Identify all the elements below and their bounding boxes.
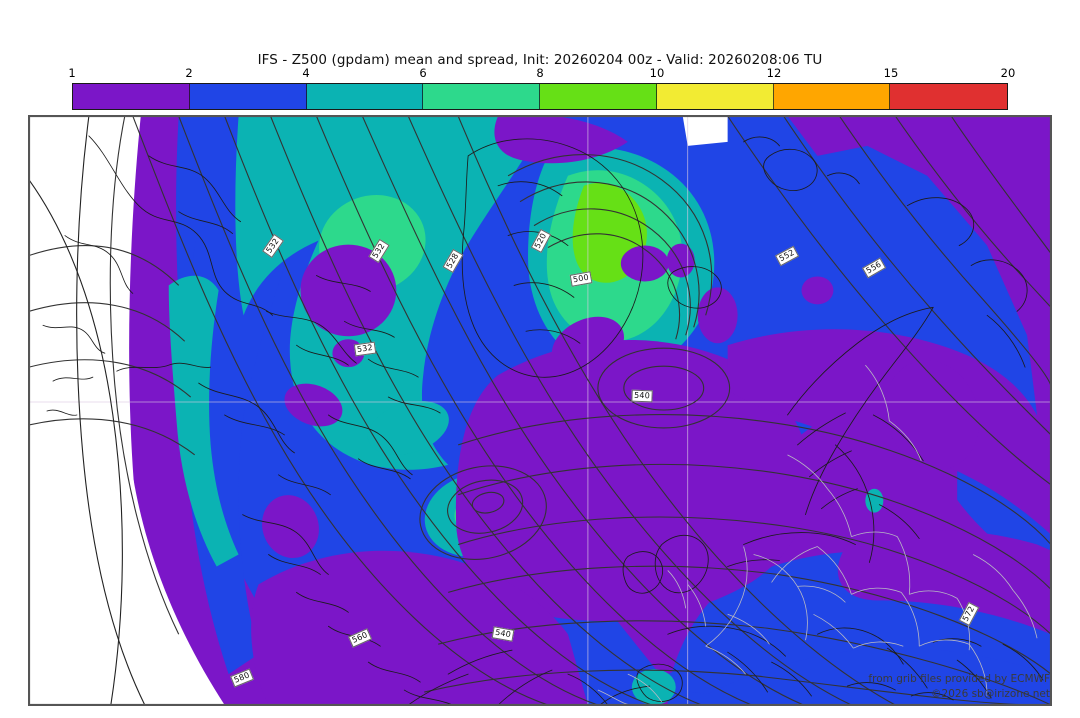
colorbar-band-4-6 xyxy=(306,84,424,109)
colorbar-band-10-12 xyxy=(656,84,774,109)
colorbar-tick-10: 10 xyxy=(649,66,665,80)
colorbar-tick-8: 8 xyxy=(536,66,544,80)
colorbar-gradient xyxy=(72,83,1008,110)
colorbar-band-8-10 xyxy=(540,84,657,109)
spread-pocket-k xyxy=(885,360,980,470)
spread-band-4-6d xyxy=(367,400,449,455)
colorbar-band-12-15 xyxy=(773,84,891,109)
weather-map-svg xyxy=(29,116,1051,705)
colorbar-band-6-8 xyxy=(423,84,540,109)
spread-pocket-h xyxy=(697,287,738,344)
colorbar-tick-20: 20 xyxy=(1000,66,1016,80)
colorbar-tick-1: 1 xyxy=(68,66,76,80)
spread-pocket-f xyxy=(620,245,669,282)
colorbar-legend: 1 2 4 6 8 10 12 15 20 xyxy=(68,66,1015,112)
contour-lines-layer xyxy=(29,116,1051,705)
spread-low-pockets xyxy=(251,116,1051,705)
spread-pocket-b xyxy=(300,244,397,337)
credit-source: from grib files provided by ECMWF xyxy=(868,673,1050,685)
graticule-layer xyxy=(29,116,1051,705)
spread-pocket-a xyxy=(494,116,628,164)
spread-pocket-balkans xyxy=(837,530,1051,635)
spread-pocket-c xyxy=(284,383,343,427)
spread-pocket-europe2 xyxy=(727,329,1051,535)
colorbar-tick-6: 6 xyxy=(419,66,427,80)
contour-label-540-8: 540 xyxy=(631,389,653,403)
spread-pocket-i xyxy=(801,276,834,305)
page-title: IFS - Z500 (gpdam) mean and spread, Init… xyxy=(257,52,823,68)
border-layer xyxy=(597,364,1038,705)
colorbar-tick-4: 4 xyxy=(302,66,310,80)
colorbar-tick-15: 15 xyxy=(883,66,899,80)
colorbar-tick-labels: 1 2 4 6 8 10 12 15 20 xyxy=(68,66,1015,82)
colorbar-tick-2: 2 xyxy=(185,66,193,80)
spread-band-4-6f xyxy=(631,669,676,705)
spread-band-4-6g xyxy=(865,488,884,513)
spread-pocket-sw xyxy=(251,550,588,705)
spread-band-4-6c xyxy=(168,275,239,567)
colorbar-tick-12: 12 xyxy=(766,66,782,80)
colorbar-band-15-20 xyxy=(890,84,1007,109)
spread-pocket-europe xyxy=(455,339,810,622)
credit-copyright: ©2026 sb@irizone.net xyxy=(931,688,1050,700)
colorbar-band-2-4 xyxy=(189,84,307,109)
colorbar-band-1-2 xyxy=(73,84,190,109)
map-plot-area[interactable]: 5325325285205005525565325405725405605805… xyxy=(28,115,1052,706)
spread-pocket-d xyxy=(262,495,319,559)
map-frame-border xyxy=(29,116,1051,705)
